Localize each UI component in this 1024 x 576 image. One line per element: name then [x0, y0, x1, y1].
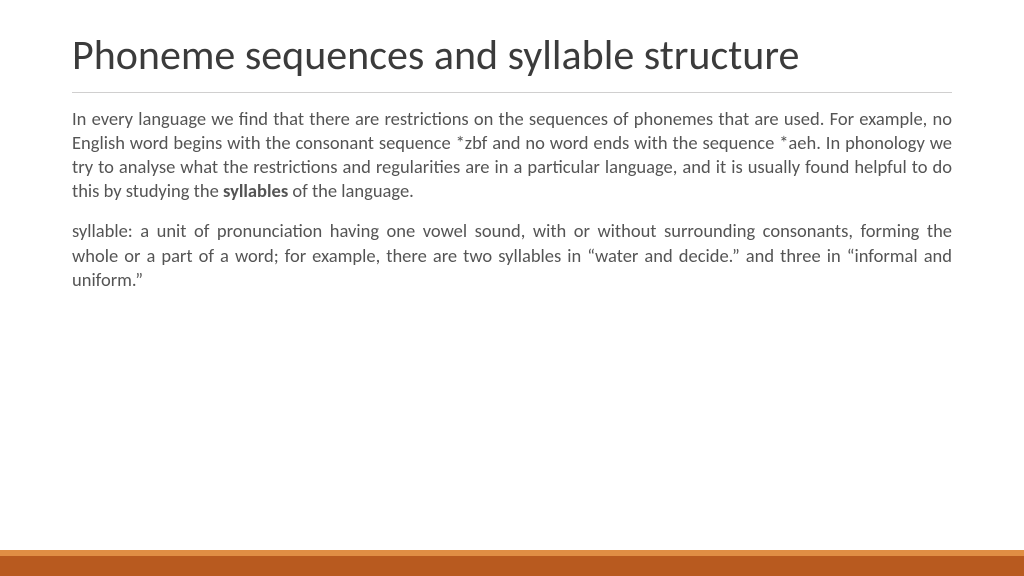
paragraph-1: In every language we find that there are… — [72, 107, 952, 203]
footer-bar-bottom — [0, 556, 1024, 576]
slide: Phoneme sequences and syllable structure… — [0, 0, 1024, 576]
slide-title: Phoneme sequences and syllable structure — [72, 32, 952, 80]
paragraph-2: syllable: a unit of pronunciation having… — [72, 219, 952, 291]
paragraph-1-pre: In every language we find that there are… — [72, 107, 952, 202]
footer-bars — [0, 550, 1024, 576]
paragraph-1-post: of the language. — [288, 179, 414, 202]
paragraph-1-bold: syllables — [223, 179, 288, 202]
title-rule — [72, 92, 952, 93]
